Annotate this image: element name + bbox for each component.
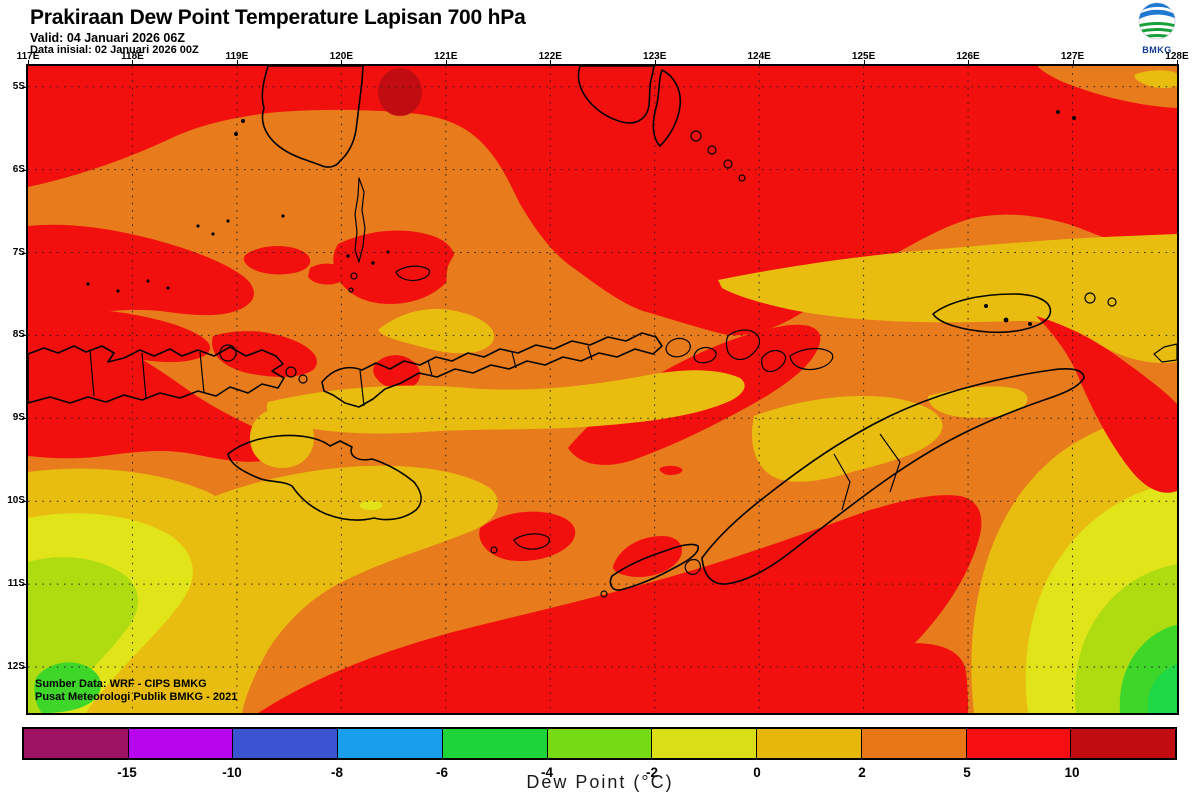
- colorbar-tick-0: 0: [753, 765, 761, 780]
- colorbar-segment-3: [337, 729, 442, 758]
- colorbar-segment-10: [1070, 729, 1176, 758]
- colorbar-tick--15: -15: [117, 765, 137, 780]
- colorbar-segment-6: [651, 729, 757, 758]
- lon-label-127E: 127E: [1060, 51, 1085, 62]
- lon-label-125E: 125E: [851, 51, 876, 62]
- lat-label-6S: 6S: [12, 163, 25, 175]
- lon-label-128E: 128E: [1165, 51, 1189, 62]
- lat-label-11S: 11S: [7, 578, 25, 590]
- lon-tick: [654, 60, 656, 64]
- lon-tick: [1176, 60, 1178, 64]
- lat-tick: [22, 418, 26, 420]
- colorbar-tick-10: 10: [1064, 765, 1080, 780]
- lon-label-120E: 120E: [329, 51, 354, 62]
- lon-label-123E: 123E: [643, 51, 667, 62]
- map-canvas: [28, 66, 1177, 713]
- bmkg-logo-icon: [1138, 2, 1176, 40]
- lon-label-126E: 126E: [956, 51, 980, 62]
- data-attribution: Sumber Data: WRF - CIPS BMKG Pusat Meteo…: [35, 678, 237, 704]
- island-specks: [86, 110, 1076, 326]
- bmkg-logo-text: BMKG: [1142, 45, 1172, 55]
- init-time-text: Data inisial: 02 Januari 2026 00Z: [30, 44, 199, 56]
- lon-tick: [863, 60, 865, 64]
- colorbar-segment-7: [756, 729, 861, 758]
- lat-label-12S: 12S: [7, 661, 25, 672]
- colorbar-segment-1: [127, 729, 233, 758]
- colorbar-tick--10: -10: [222, 765, 242, 780]
- lat-tick: [22, 667, 26, 668]
- lon-tick: [1072, 60, 1074, 64]
- colorbar-segment-9: [965, 729, 1071, 758]
- lat-label-10S: 10S: [7, 495, 25, 507]
- map-plot-area: Sumber Data: WRF - CIPS BMKG Pusat Meteo…: [26, 64, 1179, 715]
- contour-fills-red: [28, 66, 1177, 465]
- lat-tick: [22, 501, 26, 503]
- colorbar-segment-8: [860, 729, 966, 758]
- coastlines: [28, 66, 1177, 598]
- lat-tick: [22, 86, 26, 88]
- lat-tick: [22, 335, 26, 337]
- contour-fills-green: [34, 625, 1177, 713]
- page-title: Prakiraan Dew Point Temperature Lapisan …: [30, 6, 526, 29]
- colorbar-segment-2: [232, 729, 338, 758]
- lon-tick: [28, 60, 29, 64]
- valid-time-text: Valid: 04 Januari 2026 06Z: [30, 31, 185, 45]
- lon-label-124E: 124E: [747, 51, 771, 62]
- lon-tick: [759, 60, 761, 64]
- lon-label-119E: 119E: [225, 51, 249, 62]
- bmkg-logo: BMKG: [1132, 1, 1182, 55]
- lat-tick: [22, 584, 26, 586]
- colorbar-tick--2: -2: [645, 765, 659, 780]
- dewpoint-colorbar: [22, 727, 1177, 760]
- lat-tick: [22, 252, 26, 254]
- lat-label-7S: 7S: [12, 246, 25, 258]
- lon-label-122E: 122E: [538, 51, 562, 62]
- lon-label-117E: 117E: [16, 51, 40, 62]
- lat-label-8S: 8S: [12, 329, 25, 341]
- lon-tick: [132, 60, 134, 64]
- colorbar-segment-5: [546, 729, 652, 758]
- colorbar-segment-4: [441, 729, 547, 758]
- colorbar-axis-label: Dew Point (°C): [526, 772, 674, 792]
- colorbar-tick--8: -8: [330, 765, 344, 780]
- attribution-line-1: Sumber Data: WRF - CIPS BMKG: [35, 678, 207, 690]
- contour-fills-red-overlays: [258, 316, 1177, 713]
- colorbar-tick--4: -4: [540, 765, 554, 780]
- colorbar-segment-0: [24, 729, 128, 758]
- lat-tick: [22, 169, 26, 171]
- colorbar-tick--6: -6: [435, 765, 449, 780]
- lon-label-121E: 121E: [434, 51, 458, 62]
- lon-tick: [236, 60, 238, 64]
- lat-label-5S: 5S: [12, 80, 25, 92]
- attribution-line-2: Pusat Meteorologi Publik BMKG - 2021: [35, 691, 238, 703]
- colorbar-tick-2: 2: [858, 765, 866, 780]
- lon-tick: [968, 60, 970, 64]
- lon-tick: [341, 60, 343, 64]
- lon-label-118E: 118E: [121, 51, 144, 62]
- lon-tick: [550, 60, 552, 64]
- lon-tick: [445, 60, 447, 64]
- contour-darkred-blob: [378, 68, 422, 116]
- colorbar-tick-5: 5: [963, 765, 971, 780]
- lat-label-9S: 9S: [12, 412, 25, 424]
